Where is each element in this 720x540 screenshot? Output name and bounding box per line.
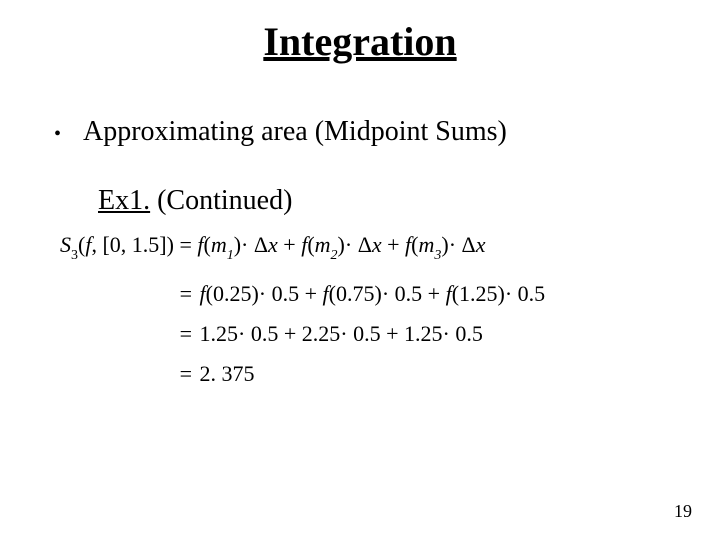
math-p3o: ( xyxy=(411,232,418,257)
math-l2-v6: 0.5 xyxy=(518,281,546,306)
math-m3: m xyxy=(419,232,435,257)
bullet-dot-icon: • xyxy=(54,120,83,148)
math-l2-dot1: · xyxy=(259,281,272,306)
math-p1c: ) xyxy=(234,232,241,257)
math-x2: x xyxy=(372,232,382,257)
math-l2-plus2: + xyxy=(422,281,445,306)
math-D3: Δ xyxy=(462,232,476,257)
math-b: 1.5 xyxy=(132,232,160,257)
math-l3-dot2: · xyxy=(340,321,353,346)
math-S: S xyxy=(60,232,71,257)
math-a: 0 xyxy=(110,232,121,257)
math-plus2: + xyxy=(382,232,405,257)
math-m2-sub: 2 xyxy=(331,248,338,263)
math-eq2: = xyxy=(60,274,194,314)
math-dot3: · xyxy=(449,232,462,257)
math-l2-c2: ) xyxy=(374,281,381,306)
math-plus1: + xyxy=(278,232,301,257)
math-l2-v5: 1.25 xyxy=(459,281,498,306)
math-m2: m xyxy=(315,232,331,257)
page-title: Integration xyxy=(0,0,720,65)
math-x1: x xyxy=(268,232,278,257)
math-line-1: S3(f, [0, 1.5]) = f(m1)· Δx + f(m2)· Δx … xyxy=(60,225,545,274)
slide: Integration • Approximating area (Midpoi… xyxy=(0,0,720,540)
example-label: Ex1. (Continued) xyxy=(98,185,292,217)
bullet-item: • Approximating area (Midpoint Sums) xyxy=(54,116,507,148)
math-l3-f: 0.5 xyxy=(455,321,483,346)
math-D1: Δ xyxy=(254,232,268,257)
math-l2-v4: 0.5 xyxy=(395,281,423,306)
bullet-text: Approximating area (Midpoint Sums) xyxy=(83,116,507,148)
math-l2-o2: ( xyxy=(329,281,336,306)
math-l2-c3: ) xyxy=(498,281,505,306)
math-l2-v2: 0.5 xyxy=(272,281,300,306)
math-l2-dot2: · xyxy=(382,281,395,306)
math-mid: , xyxy=(121,232,132,257)
math-l3-b: 0.5 xyxy=(251,321,279,346)
math-eq: = xyxy=(179,232,197,257)
math-line-4: = 2. 375 xyxy=(60,354,545,394)
math-l2-o1: ( xyxy=(206,281,213,306)
math-line-2: = f(0.25)· 0.5 + f(0.75)· 0.5 + f(1.25)·… xyxy=(60,274,545,314)
math-D2: Δ xyxy=(358,232,372,257)
math-l2-dot3: · xyxy=(505,281,518,306)
math-l2-plus1: + xyxy=(299,281,322,306)
math-l3-p1: + xyxy=(278,321,301,346)
math-p2o: ( xyxy=(307,232,314,257)
math-l2-v1: 0.25 xyxy=(213,281,252,306)
example-label-underline: Ex1. xyxy=(98,185,150,216)
math-l2-o3: ( xyxy=(452,281,459,306)
math-brk-close: ]) xyxy=(159,232,174,257)
math-l3-e: 1.25 xyxy=(404,321,443,346)
math-brk-open: , [ xyxy=(91,232,109,257)
math-m3-sub: 3 xyxy=(434,248,441,263)
math-block: S3(f, [0, 1.5]) = f(m1)· Δx + f(m2)· Δx … xyxy=(60,225,545,394)
math-eq3: = xyxy=(60,314,194,354)
math-l2-v3: 0.75 xyxy=(336,281,375,306)
math-p2c: ) xyxy=(338,232,345,257)
math-l3-dot3: · xyxy=(443,321,456,346)
math-m1: m xyxy=(211,232,227,257)
math-l3-c: 2.25 xyxy=(302,321,341,346)
math-l3-d: 0.5 xyxy=(353,321,381,346)
math-l3-dot1: · xyxy=(238,321,251,346)
example-label-cont: (Continued) xyxy=(150,185,292,216)
math-p3c: ) xyxy=(441,232,448,257)
math-dot2: · xyxy=(345,232,358,257)
math-m1-sub: 1 xyxy=(227,248,234,263)
math-p1o: ( xyxy=(203,232,210,257)
math-S-sub: 3 xyxy=(71,248,78,263)
math-l3-p2: + xyxy=(381,321,404,346)
math-x3: x xyxy=(476,232,486,257)
page-number: 19 xyxy=(674,501,692,522)
math-line-3: = 1.25· 0.5 + 2.25· 0.5 + 1.25· 0.5 xyxy=(60,314,545,354)
math-l3-a: 1.25 xyxy=(200,321,239,346)
math-dot1: · xyxy=(241,232,254,257)
math-l2-c1: ) xyxy=(251,281,258,306)
math-eq4: = xyxy=(60,354,194,394)
math-result: 2. 375 xyxy=(200,361,255,386)
